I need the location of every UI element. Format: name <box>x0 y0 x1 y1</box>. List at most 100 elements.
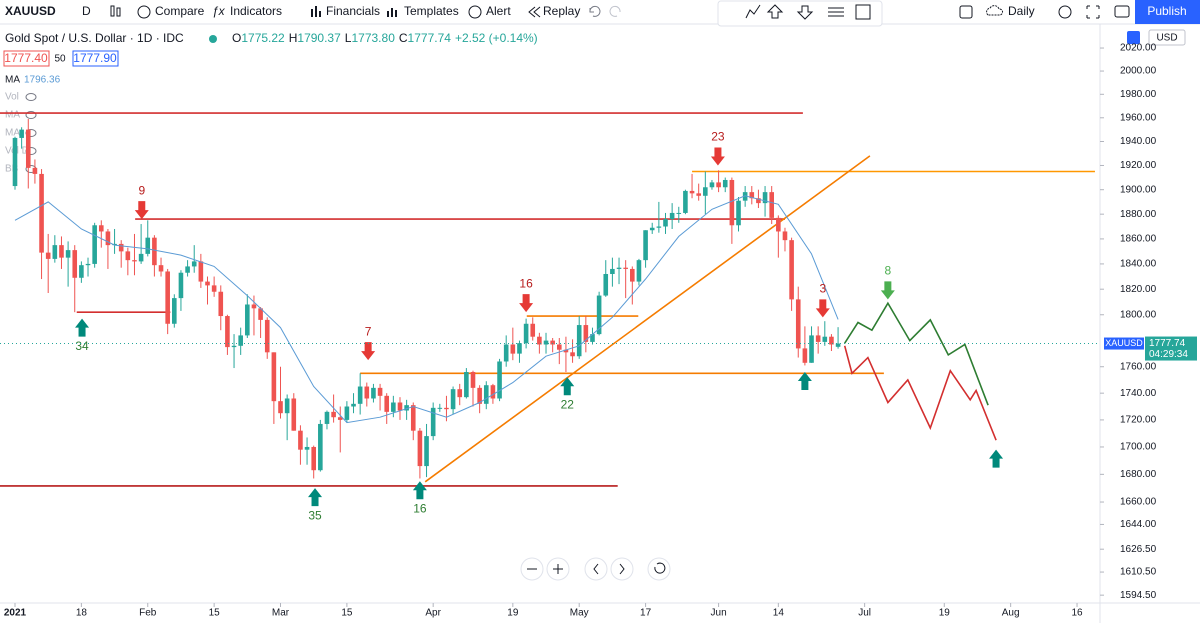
candle-body <box>410 405 416 431</box>
financials[interactable]: Financials <box>326 4 380 18</box>
candle-body <box>497 361 502 399</box>
legend-title: Gold Spot / U.S. Dollar · 1D · IDC <box>5 31 184 45</box>
x-tick-label: Mar <box>272 608 290 619</box>
ask-box[interactable] <box>72 50 119 67</box>
zoom-controls[interactable] <box>520 557 671 581</box>
candle-body <box>311 446 316 471</box>
publish-button[interactable] <box>1135 0 1200 24</box>
candle-body <box>610 268 615 274</box>
templates[interactable]: Templates <box>404 4 459 18</box>
candle-body <box>417 430 423 467</box>
fullscreen[interactable] <box>1086 5 1100 19</box>
ohlc-label: L <box>345 31 352 45</box>
bid-box[interactable] <box>3 50 50 67</box>
indicator-name: MA <box>5 128 20 139</box>
signal-arrow <box>519 294 534 313</box>
candle-body <box>304 446 310 450</box>
y-tick-label: 1960.00 <box>1120 112 1157 123</box>
symbol[interactable]: XAUUSD <box>5 4 56 18</box>
compare[interactable]: Compare <box>155 4 205 18</box>
candle-body <box>337 417 343 420</box>
ohlc-change: +2.52 (+0.14%) <box>455 31 538 45</box>
checkbox[interactable] <box>959 5 973 19</box>
x-tick-label: May <box>570 608 589 619</box>
candle-body <box>703 187 708 196</box>
ohlc-value: 1790.37 <box>297 31 341 45</box>
bid[interactable]: 1777.40 <box>4 51 48 65</box>
currency[interactable]: USD <box>1156 33 1177 44</box>
candle-body <box>550 340 555 345</box>
candle-body <box>450 389 456 410</box>
candle-body <box>782 231 788 241</box>
y-tick-label: 1660.00 <box>1120 497 1157 508</box>
candle-body <box>391 402 396 412</box>
candle-body <box>430 407 436 437</box>
interval[interactable]: D <box>82 4 91 18</box>
symbol-tag-box <box>1104 337 1144 350</box>
indicator-name: MA <box>5 110 20 121</box>
trend-line <box>424 155 871 483</box>
candle-body <box>231 345 237 348</box>
candle-body <box>470 371 476 388</box>
candle-body <box>105 231 111 246</box>
timeframe[interactable]: Daily <box>1008 4 1035 18</box>
candle-body <box>364 386 370 399</box>
financials-icon[interactable] <box>311 6 321 17</box>
currency-box[interactable] <box>1148 29 1186 46</box>
indicators[interactable]: Indicators <box>230 4 282 18</box>
candle-body <box>298 430 303 450</box>
replay[interactable]: Replay <box>543 4 580 18</box>
candle-body <box>284 398 290 414</box>
undo[interactable] <box>589 5 601 17</box>
candle-icon[interactable] <box>110 5 121 17</box>
countdown: 04:29:34 <box>1149 349 1188 360</box>
compare-icon[interactable] <box>137 5 151 19</box>
candle-body <box>437 407 443 409</box>
arrow-label: 16 <box>519 276 533 290</box>
drawing-tools[interactable] <box>745 4 871 20</box>
y-tick-label: 1740.00 <box>1120 388 1157 399</box>
moving-average <box>14 195 839 424</box>
x-tick-label: 17 <box>640 608 652 619</box>
ask[interactable]: 1777.90 <box>73 51 117 65</box>
templates-icon[interactable] <box>387 8 397 17</box>
x-tick-label: 19 <box>507 608 519 619</box>
y-tick-label: 1860.00 <box>1120 234 1157 245</box>
y-tick-label: 1900.00 <box>1120 184 1157 195</box>
candle-body <box>563 349 569 353</box>
visibility-icon[interactable] <box>25 93 37 101</box>
candle-body <box>278 401 283 414</box>
candle-body <box>802 348 808 363</box>
snapshot[interactable] <box>1114 5 1130 18</box>
candle-body <box>384 395 390 412</box>
candle-body <box>245 304 250 336</box>
candle-body <box>576 325 582 357</box>
candle-body <box>583 325 589 342</box>
arrow-label: 16 <box>413 501 427 515</box>
candle-body <box>178 272 184 299</box>
indicators-icon[interactable]: ƒx <box>212 4 226 18</box>
alert[interactable]: Alert <box>486 4 511 18</box>
candle-body <box>264 319 270 353</box>
x-tick-label: Jul <box>858 608 871 619</box>
candle-body <box>616 267 622 269</box>
y-tick-label: 1840.00 <box>1120 259 1157 270</box>
candle-body <box>835 343 841 347</box>
alert-icon[interactable] <box>468 5 482 19</box>
candle-body <box>663 219 668 227</box>
candle-body <box>125 251 131 261</box>
candle-body <box>444 407 449 410</box>
settings[interactable] <box>1058 5 1072 19</box>
cloud-icon[interactable] <box>986 5 1004 16</box>
candle-body <box>112 243 117 246</box>
redo[interactable] <box>609 5 621 17</box>
visibility-icon[interactable] <box>25 111 37 119</box>
indicator-name: Vol <box>5 92 19 103</box>
replay-icon[interactable] <box>528 6 541 18</box>
candle-body <box>556 344 562 350</box>
axis-icon[interactable] <box>1127 31 1140 44</box>
ohlc-label: O <box>232 31 241 45</box>
publish[interactable]: Publish <box>1147 4 1186 18</box>
signal-arrow <box>797 371 812 390</box>
